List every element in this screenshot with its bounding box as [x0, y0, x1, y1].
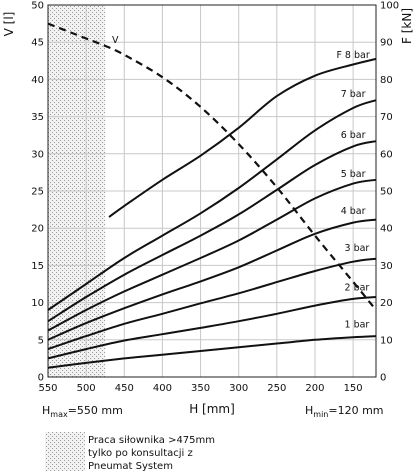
- force-series-line-5: [47, 178, 377, 332]
- force-series-label-7: 7 bar: [341, 89, 366, 100]
- force-series-line-4: [47, 218, 377, 341]
- y-left-tick-label: 45: [31, 38, 44, 49]
- y-right-tick-label: 90: [380, 38, 393, 49]
- force-series-line-3: [47, 257, 377, 351]
- y-left-tick-label: 10: [31, 298, 44, 309]
- x-tick-label: 450: [115, 383, 134, 394]
- y-right-tick-labels: 0 10 20 30 40 50 60 70 80 90 100: [380, 1, 399, 384]
- x-tick-label: 400: [153, 383, 172, 394]
- y-left-tick-label: 5: [38, 335, 44, 346]
- x-tick-labels: 550 500 450 400 350 300 250 200 150: [38, 383, 362, 394]
- legend-hatch-swatch: [45, 432, 85, 471]
- force-series-line-6: [47, 140, 377, 323]
- force-series-label-1: 1 bar: [345, 320, 370, 331]
- h-max-label: Hmax=550 mm: [42, 404, 123, 419]
- y-right-tick-label: 60: [380, 149, 393, 160]
- force-series-label-5: 5 bar: [341, 169, 366, 180]
- force-series-group: [47, 57, 377, 369]
- x-tick-label: 150: [344, 383, 363, 394]
- volume-series-label: V: [112, 35, 119, 46]
- y-right-tick-label: 20: [380, 298, 393, 309]
- force-series-label-8: F 8 bar: [336, 50, 369, 61]
- y-right-tick-label: 10: [380, 335, 393, 346]
- x-axis-title: H [mm]: [189, 402, 235, 416]
- y-right-tick-label: 0: [380, 373, 386, 384]
- y-left-tick-label: 20: [31, 224, 44, 235]
- y-right-tick-label: 70: [380, 112, 393, 123]
- force-series-label-6: 6 bar: [341, 130, 366, 141]
- force-series-line-7: [47, 99, 377, 311]
- force-series-line-2: [47, 296, 377, 360]
- y-left-tick-label: 35: [31, 112, 44, 123]
- x-tick-label: 250: [267, 383, 286, 394]
- force-series-line-8: [108, 57, 377, 218]
- force-series-line-1: [47, 335, 377, 369]
- y-right-tick-label: 50: [380, 187, 393, 198]
- x-tick-label: 500: [77, 383, 96, 394]
- x-tick-label: 200: [305, 383, 324, 394]
- y-right-tick-label: 30: [380, 261, 393, 272]
- y-right-tick-label: 80: [380, 75, 393, 86]
- force-series-label-3: 3 bar: [345, 243, 370, 254]
- legend-note-line-3: Pneumat System: [88, 461, 173, 471]
- y-right-tick-label: 40: [380, 224, 393, 235]
- h-min-label: Hmin=120 mm: [305, 404, 384, 419]
- y-left-tick-label: 0: [38, 373, 44, 384]
- y-left-tick-label: 15: [31, 261, 44, 272]
- y-left-axis-title: V [l]: [2, 12, 16, 37]
- force-series-label-4: 4 bar: [341, 206, 366, 217]
- x-tick-label: 300: [229, 383, 248, 394]
- y-left-tick-label: 50: [31, 1, 44, 12]
- y-right-tick-label: 100: [380, 1, 399, 12]
- plot-frame: [47, 4, 377, 378]
- x-tick-label: 350: [191, 383, 210, 394]
- y-left-tick-labels: 0 5 10 15 20 25 30 35 40 45 50: [31, 1, 44, 384]
- legend-note-line-2: tylko po konsultacji z: [88, 448, 193, 459]
- y-right-axis-title: F [kN]: [400, 8, 414, 44]
- y-left-tick-label: 30: [31, 149, 44, 160]
- y-left-tick-label: 25: [31, 187, 44, 198]
- volume-series-line: [47, 22, 377, 311]
- legend-note-line-1: Praca siłownika >475mm: [88, 435, 215, 446]
- x-tick-label: 550: [38, 383, 57, 394]
- y-left-tick-label: 40: [31, 75, 44, 86]
